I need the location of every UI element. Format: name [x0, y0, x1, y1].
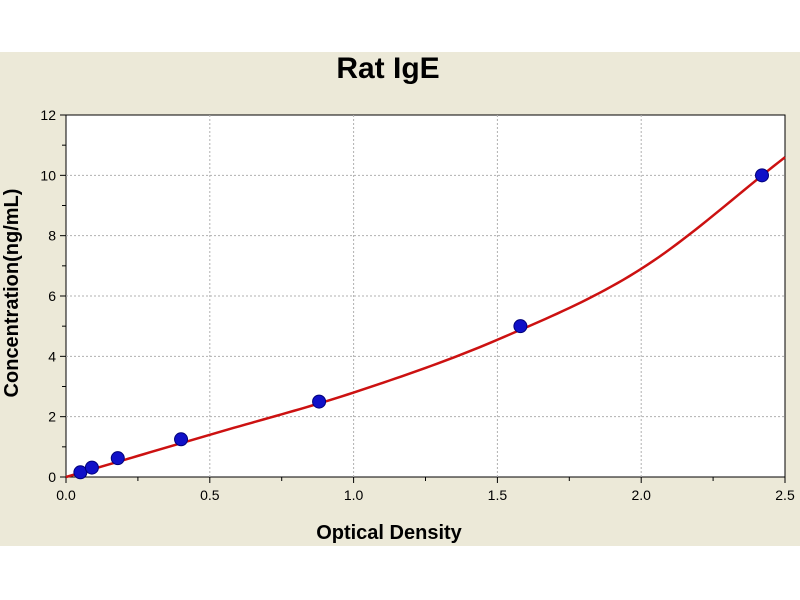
data-point — [174, 432, 189, 447]
data-point — [312, 394, 327, 409]
x-tick-label: 1.5 — [488, 487, 508, 503]
y-tick-label: 10 — [40, 167, 56, 183]
y-tick-label: 12 — [40, 107, 56, 123]
chart-title: Rat IgE — [336, 52, 439, 85]
x-tick-label: 0.5 — [200, 487, 220, 503]
data-point — [110, 451, 125, 466]
y-axis-label: Concentration(ng/mL) — [1, 189, 23, 398]
y-tick-label: 4 — [48, 348, 56, 364]
chart-figure: Rat IgE 0.0 0.5 1.0 1.5 2.0 2.5 0 2 4 6 8 10 12 Opti… — [0, 52, 800, 546]
x-tick-label: 1.0 — [344, 487, 364, 503]
chart-svg: Rat IgE 0.0 0.5 1.0 1.5 2.0 2.5 0 2 4 6 8 10 12 Opti… — [1, 52, 795, 544]
data-point — [754, 168, 769, 183]
x-tick-label: 2.0 — [631, 487, 651, 503]
y-tick-label: 6 — [48, 288, 56, 304]
data-point — [84, 460, 99, 475]
plot-area: 0.0 0.5 1.0 1.5 2.0 2.5 0 2 4 6 8 10 12 — [40, 107, 795, 503]
x-tick-label: 2.5 — [775, 487, 795, 503]
y-tick-label: 0 — [48, 469, 56, 485]
x-axis-label: Optical Density — [316, 522, 462, 544]
y-tick-label: 2 — [48, 409, 56, 425]
data-point — [513, 319, 528, 334]
plot-frame — [65, 114, 786, 478]
y-tick-label: 8 — [48, 228, 56, 244]
x-tick-label: 0.0 — [56, 487, 76, 503]
